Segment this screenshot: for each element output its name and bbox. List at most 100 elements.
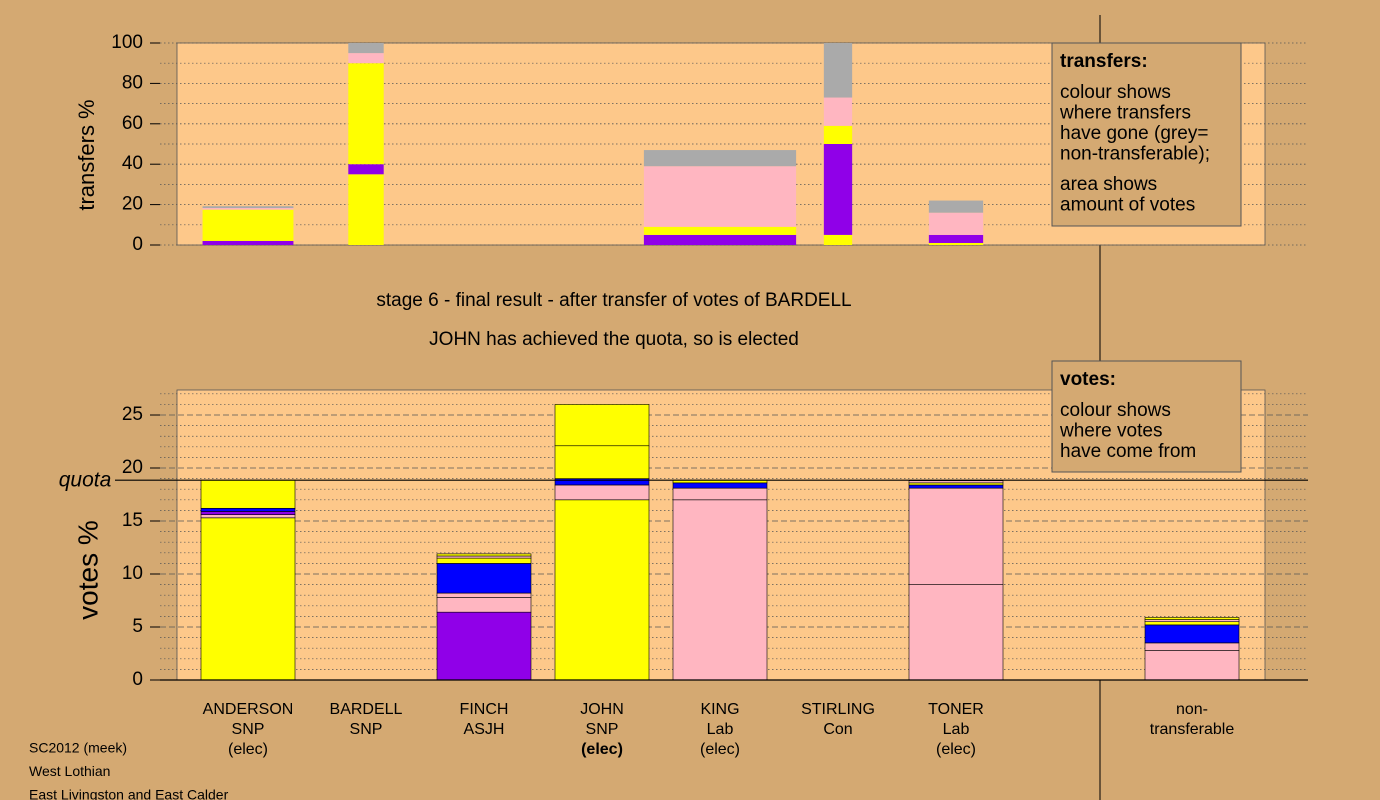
note-line: have come from	[1060, 441, 1196, 462]
x-tick-label: STIRLING	[801, 701, 875, 718]
x-tick-label: KING	[700, 701, 739, 718]
y-tick-label: 25	[122, 404, 143, 425]
bar-segment	[908, 480, 1004, 484]
x-tick-label: Lab	[707, 721, 734, 738]
note-box	[1051, 42, 1242, 227]
x-tick-label: JOHN	[580, 701, 624, 718]
bar-segment	[554, 478, 650, 486]
bar-segment	[200, 479, 296, 509]
footer-line: West Lothian	[29, 763, 110, 779]
bar-segment	[672, 487, 768, 501]
bar-segment	[928, 212, 984, 235]
note-box	[1051, 360, 1242, 473]
bar-segment	[436, 611, 532, 681]
bar-segment	[436, 557, 532, 564]
bar-segment	[202, 209, 294, 241]
bar-segment	[1144, 617, 1240, 620]
bar-segment	[1144, 642, 1240, 651]
x-tick-label: BARDELL	[330, 701, 403, 718]
y-tick-label: 10	[122, 563, 143, 584]
y-tick-label: 60	[122, 113, 143, 134]
bar-segment	[823, 125, 853, 144]
bar-segment	[436, 597, 532, 613]
bar-segment	[908, 487, 1004, 585]
bar-segment	[643, 234, 797, 245]
note-line: have gone (grey=	[1060, 123, 1208, 144]
bar-segment	[1144, 619, 1240, 623]
bar-segment	[348, 63, 384, 165]
chart-title: stage 6 - final result - after transfer …	[376, 290, 851, 311]
x-tick-label: (elec)	[581, 741, 623, 758]
y-tick-label: 0	[132, 234, 143, 255]
x-tick-label: (elec)	[936, 741, 976, 758]
bar-segment	[1144, 624, 1240, 644]
bar-segment	[348, 53, 384, 64]
y-axis-label: votes %	[72, 520, 103, 620]
bar-segment	[348, 164, 384, 175]
y-tick-label: 5	[132, 616, 143, 637]
x-tick-label: SNP	[586, 721, 619, 738]
bar-segment	[672, 499, 768, 681]
bar-segment	[202, 206, 294, 209]
note-line: amount of votes	[1060, 195, 1195, 216]
bar-segment	[928, 200, 984, 213]
chart-subtitle: JOHN has achieved the quota, so is elect…	[429, 329, 799, 350]
y-tick-label: 100	[111, 32, 143, 53]
y-tick-label: 20	[122, 194, 143, 215]
y-axis-label: transfers %	[74, 99, 99, 210]
note-line: colour shows	[1060, 400, 1171, 421]
x-tick-label: (elec)	[228, 741, 268, 758]
bar-segment	[554, 404, 650, 447]
bar-segment	[643, 226, 797, 235]
note-line: where transfers	[1059, 103, 1191, 124]
bar-segment	[908, 584, 1004, 681]
note-line: colour shows	[1060, 82, 1171, 103]
bar-segment	[823, 234, 853, 245]
bar-segment	[436, 553, 532, 557]
y-tick-label: 20	[122, 457, 143, 478]
bar-segment	[1144, 650, 1240, 681]
x-tick-label: Con	[823, 721, 852, 738]
bar-segment	[643, 150, 797, 167]
bar-segment	[928, 242, 984, 245]
note-heading: transfers:	[1060, 51, 1148, 72]
bar-segment	[823, 97, 853, 126]
y-tick-label: 15	[122, 510, 143, 531]
note-line: non-transferable);	[1060, 144, 1210, 165]
bar-segment	[928, 234, 984, 243]
x-tick-label: FINCH	[460, 701, 509, 718]
x-tick-label: SNP	[350, 721, 383, 738]
y-tick-label: 40	[122, 153, 143, 174]
bar-segment	[643, 166, 797, 227]
x-tick-label: non-	[1176, 701, 1208, 718]
bar-segment	[554, 445, 650, 479]
note-line: where votes	[1059, 421, 1162, 442]
footer-line: SC2012 (meek)	[29, 740, 127, 756]
x-tick-label: SNP	[232, 721, 265, 738]
bar-segment	[823, 43, 853, 98]
y-tick-label: 80	[122, 72, 143, 93]
y-tick-label: 0	[132, 669, 143, 690]
bar-segment	[348, 43, 384, 54]
bar-segment	[908, 484, 1004, 489]
x-tick-label: ANDERSON	[203, 701, 294, 718]
bar-segment	[823, 144, 853, 235]
note-heading: votes:	[1060, 369, 1116, 390]
bar-segment	[202, 240, 294, 245]
quota-label: quota	[59, 469, 112, 492]
bar-segment	[436, 563, 532, 594]
bar-segment	[436, 592, 532, 598]
note-line: area shows	[1060, 174, 1157, 195]
bar-segment	[908, 482, 1004, 486]
bar-segment	[200, 511, 296, 515]
x-tick-label: Lab	[943, 721, 970, 738]
footer-line: East Livingston and East Calder	[29, 787, 229, 800]
bar-segment	[554, 484, 650, 501]
bar-segment	[1144, 621, 1240, 626]
bar-segment	[554, 499, 650, 681]
bar-segment	[348, 174, 384, 245]
bar-segment	[200, 517, 296, 681]
bar-segment	[200, 507, 296, 512]
x-tick-label: ASJH	[464, 721, 505, 738]
